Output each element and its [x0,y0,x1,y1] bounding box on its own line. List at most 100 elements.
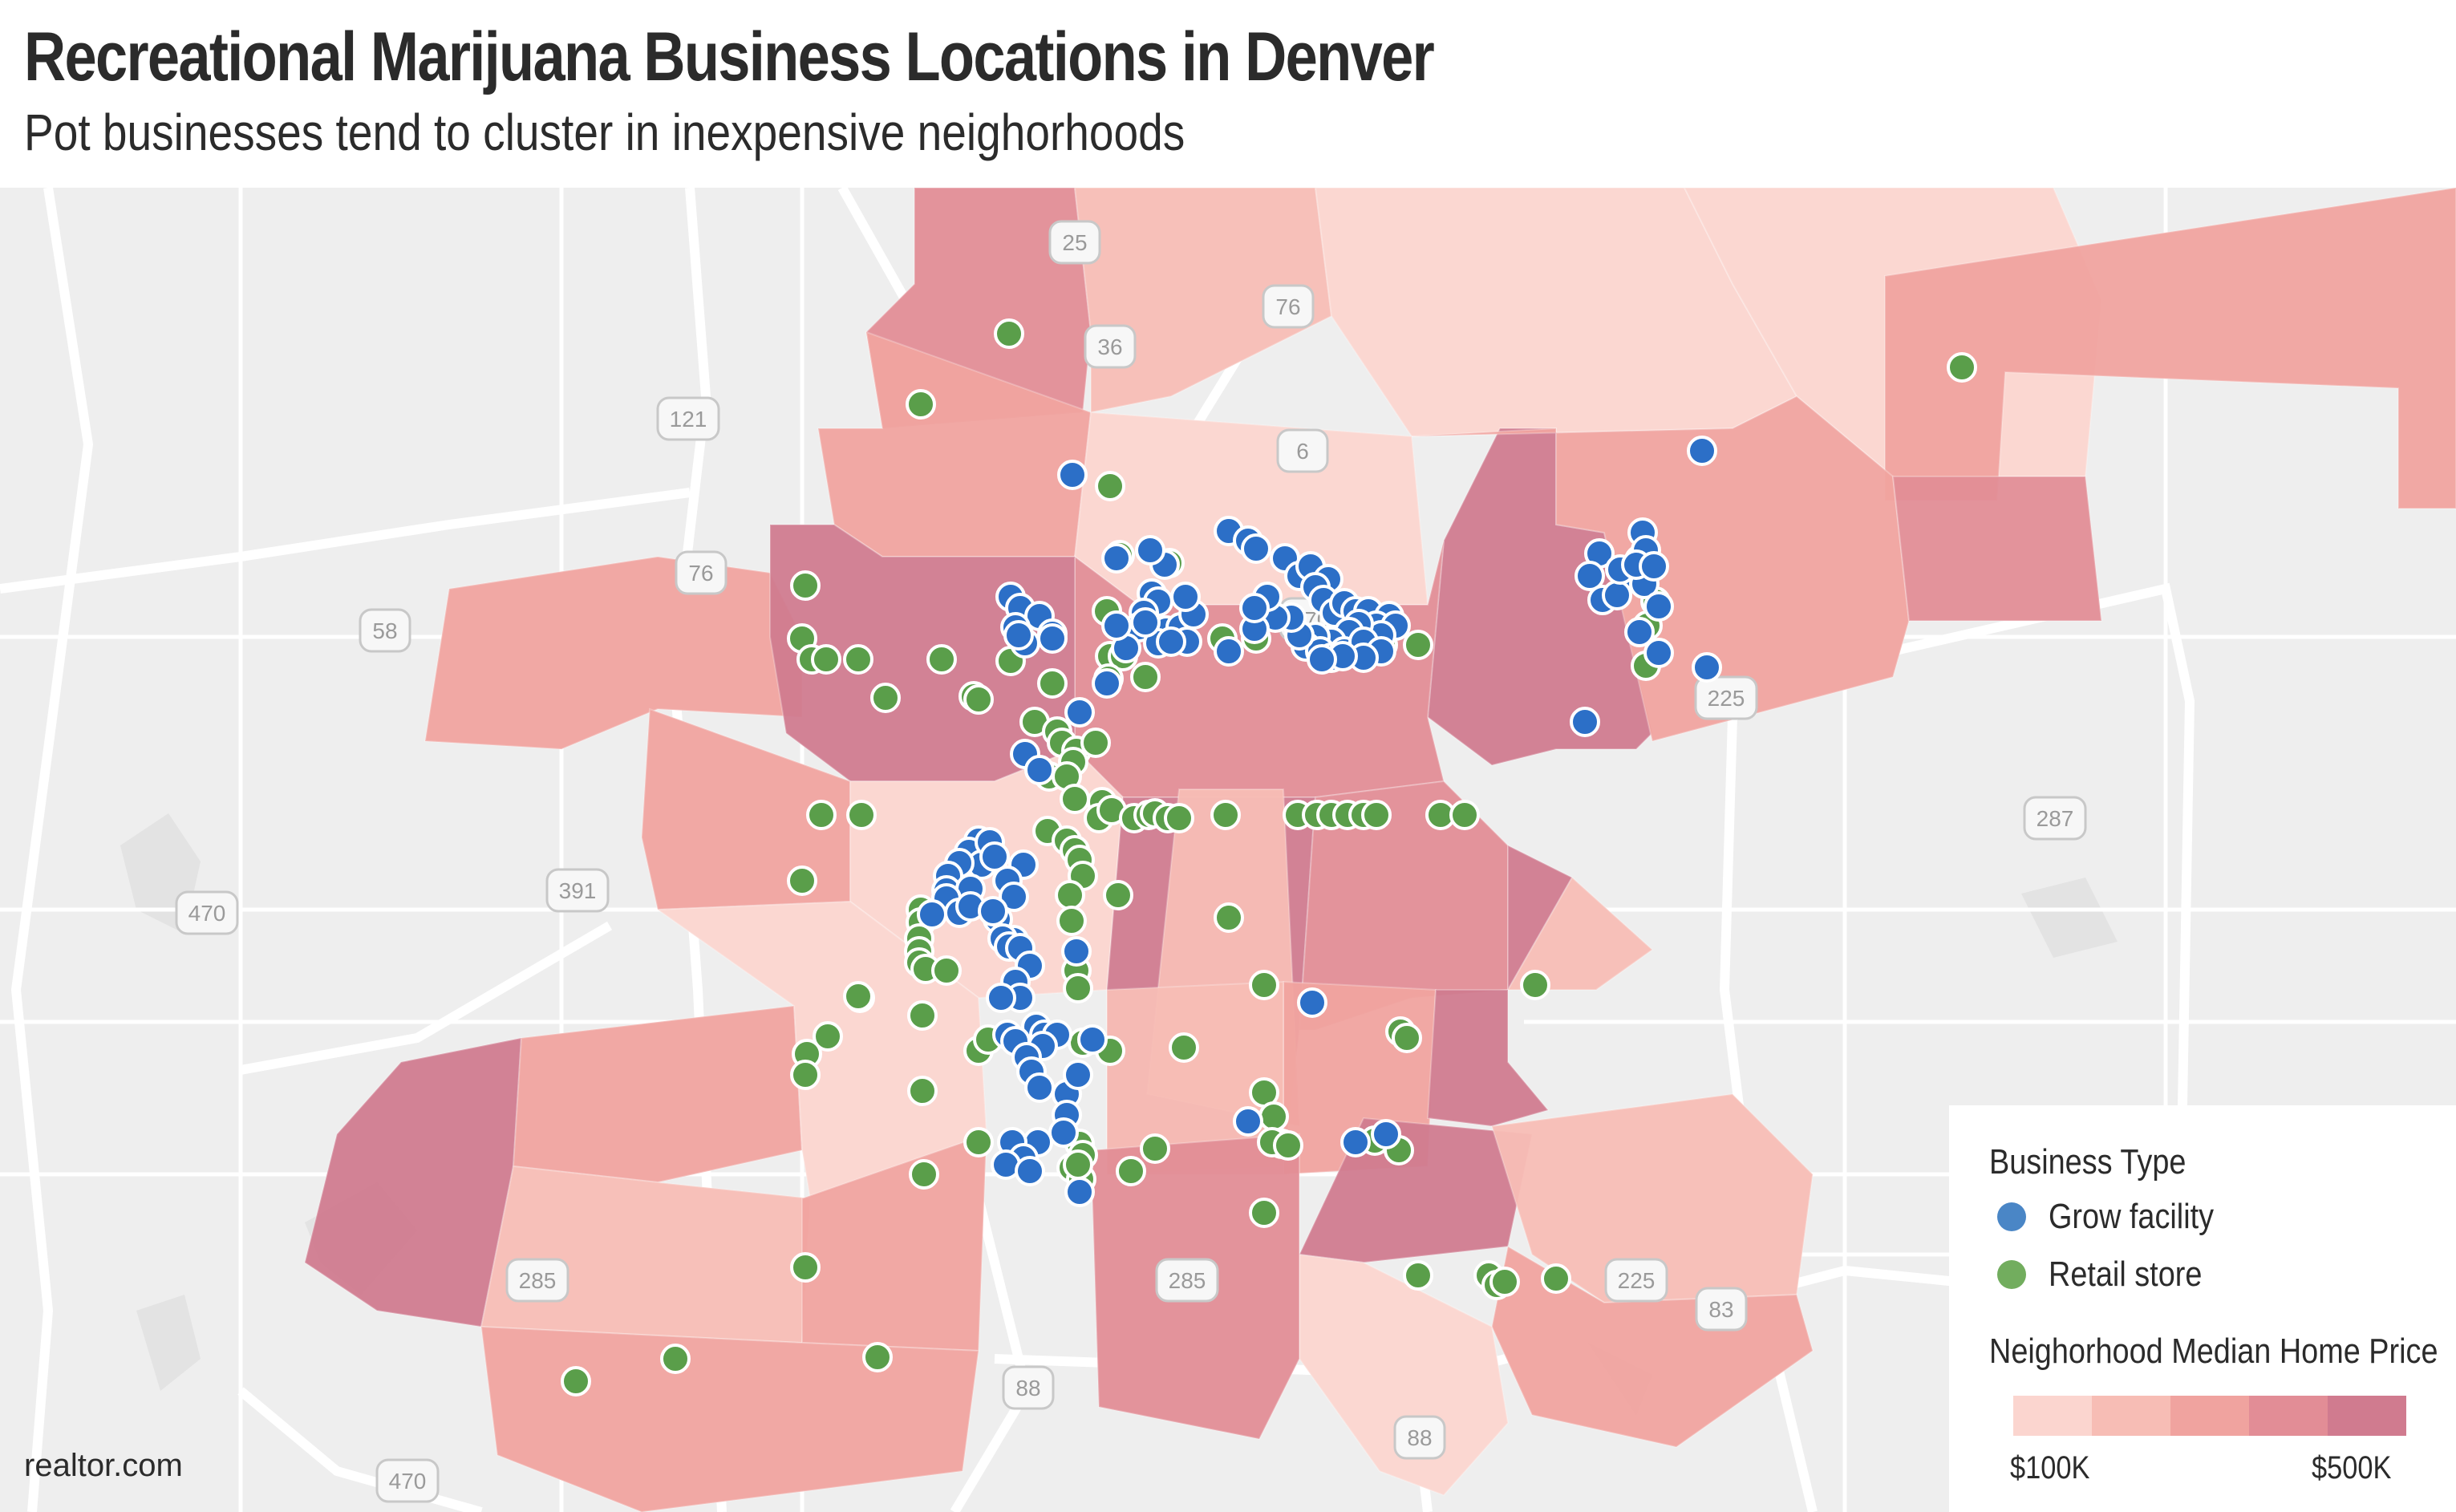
grow-facility-dot[interactable] [917,899,947,930]
retail-store-dot[interactable] [1130,662,1161,692]
retail-store-dot[interactable] [1164,803,1194,833]
retail-store-dot[interactable] [1055,880,1085,910]
retail-store-dot[interactable] [1249,1198,1279,1228]
grow-facility-dot[interactable] [1214,636,1244,667]
grow-facility-dot[interactable] [978,896,1008,926]
grow-facility-dot[interactable] [1037,623,1068,654]
map-canvas[interactable]: 25 36 76 6 121 76 58 270 225 287 470 391 285 285 225 83… [0,188,2456,1512]
retail-store-dot[interactable] [870,683,901,713]
retail-store-dot[interactable] [909,1159,939,1190]
grow-facility-dot[interactable] [1297,987,1327,1018]
retail-store-dot[interactable] [1103,880,1133,910]
retail-store-dot[interactable] [843,644,873,675]
grow-facility-dot[interactable] [1063,1060,1093,1090]
grow-facility-dot[interactable] [1239,593,1270,623]
grow-facility-dot[interactable] [999,882,1029,912]
retail-store-dot[interactable] [1403,630,1433,660]
grow-facility-dot[interactable] [1061,936,1092,967]
retail-store-dot[interactable] [660,1344,691,1374]
retail-store-dot[interactable] [926,644,957,675]
retail-store-dot[interactable] [1449,800,1480,830]
grow-facility-dot[interactable] [1024,1072,1055,1103]
retail-store-dot[interactable] [1116,1156,1146,1186]
retail-store-dot[interactable] [1056,906,1087,936]
retail-store-dot[interactable] [1037,668,1068,699]
grow-facility-dot[interactable] [1024,755,1055,785]
legend-panel: Business Type Grow facility Retail store… [1949,1105,2456,1512]
grow-facility-dot[interactable] [1371,1119,1401,1149]
grow-facility-dot[interactable] [1156,626,1186,657]
retail-store-dot[interactable] [1060,784,1090,814]
scale-swatch [2249,1396,2328,1436]
retail-store-dot[interactable] [1095,471,1125,501]
retail-store-dot[interactable] [1249,970,1279,1000]
grow-facility-dot[interactable] [1015,1156,1045,1186]
highway-shield-icon: 88 [1002,1365,1055,1410]
retail-store-dot[interactable] [561,1366,591,1396]
retail-store-dot[interactable] [811,644,841,675]
retail-store-dot[interactable] [1273,1130,1303,1161]
grow-facility-dot[interactable] [1003,620,1034,651]
retail-store-dot[interactable] [846,800,877,830]
retail-store-dot[interactable] [1258,1101,1289,1132]
retail-store-dot[interactable] [843,981,873,1011]
grow-facility-dot[interactable] [1307,644,1337,675]
retail-store-dot[interactable] [862,1342,893,1372]
retail-store-dot[interactable] [1947,352,1977,383]
retail-store-dot[interactable] [1063,1149,1093,1180]
grow-facility-dot[interactable] [1241,533,1271,564]
retail-store-dot[interactable] [1520,970,1550,1000]
retail-store-dot[interactable] [806,800,837,830]
grow-facility-dot[interactable] [1643,638,1674,668]
retail-store-dot[interactable] [907,1076,938,1106]
grow-facility-dot[interactable] [1077,1024,1108,1055]
grow-facility-dot[interactable] [1048,1117,1079,1148]
retail-store-dot[interactable] [1361,800,1392,830]
grow-facility-dot[interactable] [1692,652,1722,683]
grow-facility-dot[interactable] [1639,551,1669,582]
grow-facility-dot[interactable] [1570,707,1600,737]
grow-facility-dot[interactable] [1101,543,1132,574]
grow-facility-dot[interactable] [1101,610,1132,641]
grow-facility-dot[interactable] [979,841,1010,872]
retail-store-dot[interactable] [963,1127,994,1157]
retail-store-dot[interactable] [907,1000,938,1031]
retail-store-dot[interactable] [790,1252,821,1283]
retail-store-dot[interactable] [813,1021,843,1052]
grow-facility-dot[interactable] [1092,668,1122,699]
highway-shield-label: 470 [389,1469,427,1494]
retail-store-dot[interactable] [1080,728,1111,758]
retail-store-dot[interactable] [1541,1263,1571,1294]
grow-facility-dot[interactable] [1130,607,1161,638]
grow-facility-dot[interactable] [1643,591,1674,622]
grow-facility-dot[interactable] [1602,580,1632,610]
retail-store-dot[interactable] [790,570,821,601]
retail-store-dot[interactable] [790,1060,821,1090]
grow-facility-dot[interactable] [1135,535,1165,565]
retail-store-dot[interactable] [963,684,994,715]
retail-store-dot[interactable] [1214,902,1244,933]
retail-store-dot[interactable] [931,955,962,986]
grow-facility-dot[interactable] [1687,436,1717,466]
grow-facility-dot[interactable] [1064,1177,1095,1207]
grow-facility-dot[interactable] [1170,582,1201,612]
grow-facility-dot[interactable] [1057,460,1088,490]
retail-store-dot[interactable] [1403,1260,1433,1291]
grow-facility-dot[interactable] [1064,697,1095,728]
retail-store-dot[interactable] [906,389,936,420]
grow-facility-dot[interactable] [1233,1106,1263,1137]
highway-shield-label: 58 [372,618,397,643]
scale-min-label: $100K [2010,1450,2090,1486]
retail-store-dot[interactable] [994,318,1024,349]
retail-store-dot[interactable] [1489,1267,1520,1297]
grow-facility-dot[interactable] [986,983,1016,1013]
grow-facility-dot[interactable] [1624,617,1655,647]
retail-store-dot[interactable] [1392,1023,1422,1053]
retail-store-dot[interactable] [1063,973,1093,1003]
retail-store-dot[interactable] [1169,1032,1199,1063]
retail-store-dot[interactable] [787,865,817,896]
retail-store-dot[interactable] [1210,800,1241,830]
grow-facility-dot[interactable] [1575,561,1605,591]
grow-facility-dot[interactable] [1340,1127,1371,1157]
retail-store-dot[interactable] [1140,1133,1170,1164]
